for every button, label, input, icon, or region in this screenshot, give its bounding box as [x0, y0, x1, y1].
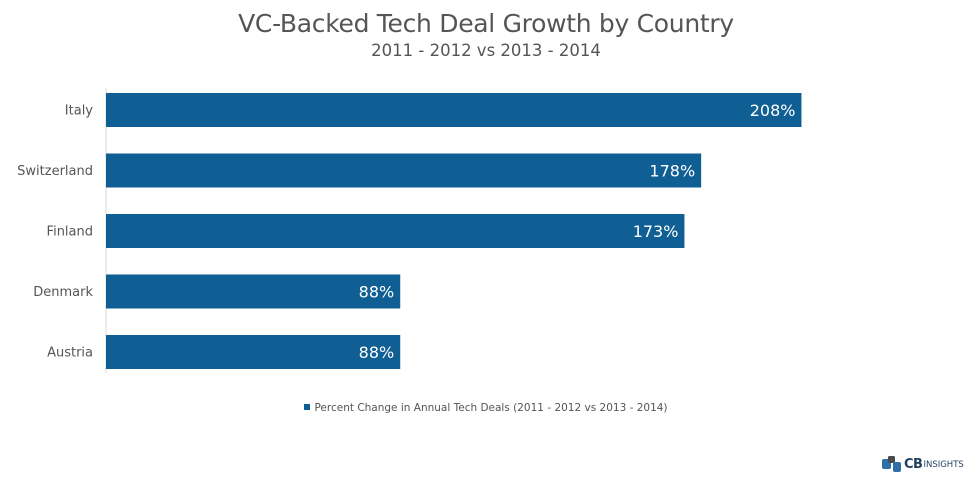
data-label: 178%: [649, 162, 695, 181]
category-label: Finland: [47, 225, 93, 240]
logo-brand: CB: [904, 456, 923, 472]
bar-denmark: [106, 274, 401, 309]
bar-switzerland: [106, 153, 702, 188]
legend: Percent Change in Annual Tech Deals (201…: [0, 402, 972, 414]
bar-finland: [106, 214, 685, 248]
data-label: 173%: [633, 222, 679, 241]
category-label: Italy: [65, 104, 94, 119]
logo-suffix: INSIGHTS: [923, 460, 964, 470]
category-label: Austria: [47, 346, 93, 361]
legend-label: Percent Change in Annual Tech Deals (201…: [314, 402, 668, 414]
legend-swatch: [304, 404, 311, 410]
category-label: Denmark: [33, 285, 93, 300]
chart-subtitle: 2011 - 2012 vs 2013 - 2014: [371, 41, 601, 60]
cb-insights-logo: CB INSIGHTS: [882, 455, 964, 473]
category-label: Switzerland: [17, 164, 93, 179]
bar-austria: [106, 335, 401, 369]
cb-insights-logo-icon: [882, 456, 901, 472]
data-label: 88%: [359, 283, 395, 302]
data-label: 208%: [750, 101, 796, 120]
bar-italy: [106, 93, 802, 127]
data-label: 88%: [359, 343, 395, 362]
chart-title: VC-Backed Tech Deal Growth by Country: [238, 9, 734, 38]
